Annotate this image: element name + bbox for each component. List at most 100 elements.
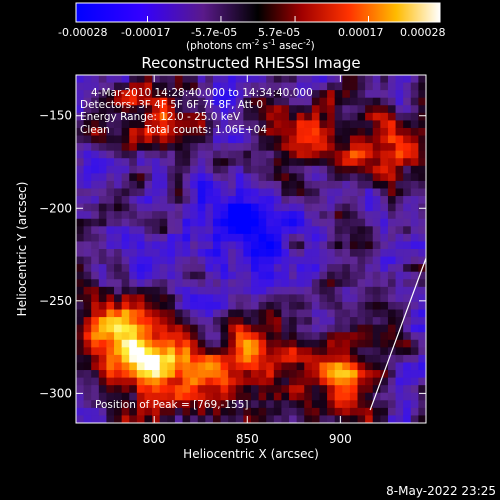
heatmap-cell [197,211,206,220]
heatmap-cell [136,249,146,258]
heatmap-cell [182,218,191,227]
heatmap-cell [182,286,191,295]
heatmap-cell [387,264,397,273]
heatmap-cell [144,294,153,303]
heatmap-cell [342,127,351,137]
heatmap-cell [235,339,244,348]
heatmap-cell [418,324,426,333]
heatmap-cell [418,173,426,182]
heatmap-cell [197,196,206,205]
heatmap-cell [136,158,146,167]
heatmap-cell [418,196,426,205]
heatmap-cell [251,347,260,356]
heatmap-cell [212,400,222,409]
heatmap-cell [403,392,412,401]
heatmap-cell [114,82,123,91]
heatmap-cell [380,112,389,121]
heatmap-cell [403,407,412,417]
heatmap-cell [296,249,305,258]
heatmap-cell [98,127,108,137]
heatmap-cell [174,112,184,121]
heatmap-cell [349,279,359,288]
heatmap-cell [410,180,419,190]
heatmap-cell [114,211,123,220]
heatmap-cell [296,354,305,364]
heatmap-cell [159,120,168,129]
heatmap-cell [136,264,146,273]
heatmap-cell [289,301,298,311]
heatmap-cell [311,188,321,197]
heatmap-cell [349,264,359,273]
heatmap-cell [243,196,252,205]
heatmap-cell [114,173,123,182]
heatmap-cell [159,105,168,114]
heatmap-cell [349,158,359,167]
heatmap-cell [273,82,283,91]
heatmap-cell [197,362,206,371]
heatmap-cell [83,75,92,84]
heatmap-cell [418,82,426,91]
heatmap-cell [121,143,130,152]
heatmap-cell [220,377,229,386]
heatmap-cell [129,112,138,121]
heatmap-cell [106,203,115,212]
heatmap-cell [251,249,260,258]
heatmap-cell [327,203,336,212]
heatmap-cell [190,226,199,235]
heatmap-cell [228,264,237,273]
heatmap-cell [197,226,206,235]
heatmap-cell [144,324,153,333]
heatmap-cell [304,385,313,394]
heatmap-cell [228,150,237,159]
heatmap-cell [182,309,191,318]
heatmap-cell [91,233,100,243]
heatmap-cell [380,97,389,106]
heatmap-cell [372,180,381,190]
heatmap-cell [136,332,146,341]
heatmap-cell [418,392,426,401]
heatmap-cell [311,339,321,348]
heatmap-cell [410,150,419,159]
heatmap-cell [395,354,404,364]
heatmap-cell [410,279,419,288]
heatmap-cell [212,188,222,197]
heatmap-cell [304,392,313,401]
heatmap-cell [190,256,199,265]
heatmap-cell [334,339,343,348]
heatmap-cell [258,233,267,243]
heatmap-cell [357,135,366,144]
heatmap-cell [220,203,229,212]
heatmap-cell [212,264,222,273]
heatmap-cell [289,82,298,91]
heatmap-cell [296,347,305,356]
heatmap-cell [106,256,115,265]
heatmap-cell [334,165,343,174]
heatmap-cell [349,370,359,379]
heatmap-cell [121,324,130,333]
heatmap-cell [144,75,153,84]
heatmap-cell [121,233,130,243]
heatmap-cell [114,135,123,144]
heatmap-cell [114,294,123,303]
heatmap-cell [327,385,336,394]
heatmap-cell [114,143,123,152]
heatmap-cell [380,233,389,243]
heatmap-cell [410,392,419,401]
heatmap-cell [228,249,237,258]
heatmap-cell [228,324,237,333]
heatmap-cell [174,347,184,356]
heatmap-cell [296,309,305,318]
heatmap-cell [167,279,176,288]
heatmap-cell [387,294,397,303]
heatmap-cell [403,339,412,348]
heatmap-cell [349,188,359,197]
heatmap-cell [235,211,244,220]
heatmap-cell [220,324,229,333]
heatmap-cell [289,309,298,318]
heatmap-cell [205,407,214,417]
heatmap-cell [418,271,426,280]
heatmap-cell [372,385,381,394]
heatmap-cell [129,286,138,295]
heatmap-cell [334,400,343,409]
heatmap-cell [319,196,328,205]
